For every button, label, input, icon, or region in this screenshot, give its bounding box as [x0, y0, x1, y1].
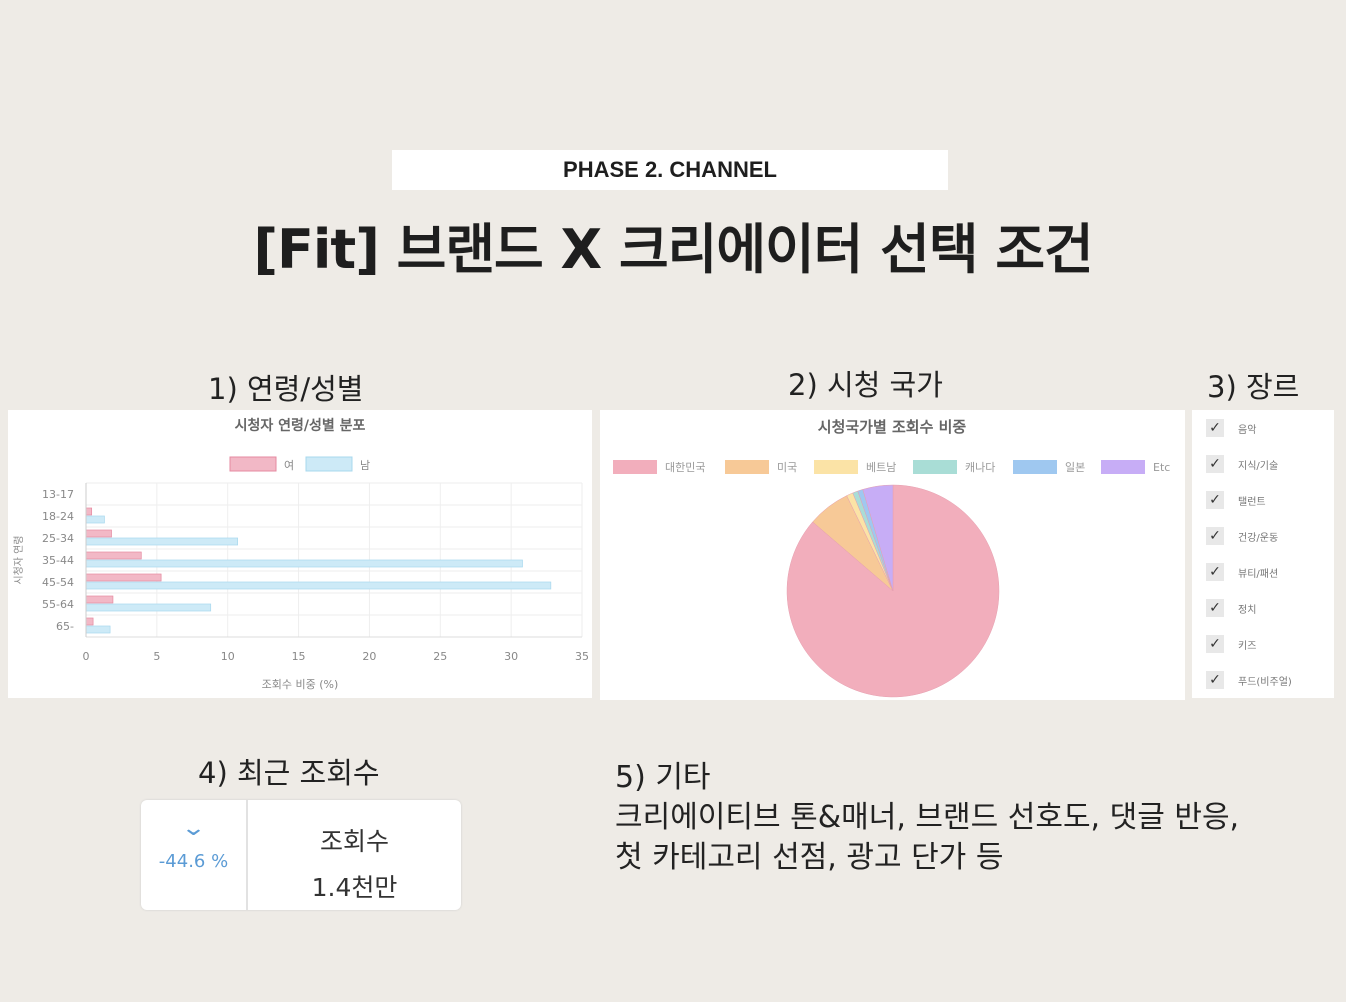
x-tick-label: 10 — [221, 650, 235, 663]
etc-heading: 5) 기타 — [615, 760, 711, 795]
legend-swatch — [229, 456, 277, 472]
genre-label: 정치 — [1238, 604, 1257, 616]
y-tick-label: 65- — [56, 620, 74, 633]
bar — [85, 617, 94, 626]
x-tick-label: 25 — [433, 650, 447, 663]
section-recent-views: 4) 최근 조회수 — [198, 756, 380, 790]
x-tick-label: 20 — [362, 650, 376, 663]
legend-label: 미국 — [777, 461, 797, 474]
legend-swatch — [305, 456, 353, 472]
genre-item[interactable]: ✓ 키즈 — [1192, 626, 1334, 662]
bar — [85, 537, 238, 546]
legend-swatch — [725, 460, 769, 474]
checkbox-checked-icon[interactable]: ✓ — [1206, 635, 1224, 653]
legend-swatch — [913, 460, 957, 474]
y-tick-label: 13-17 — [42, 488, 74, 501]
genre-item[interactable]: ✓ 지식/기술 — [1192, 446, 1334, 482]
etc-line-2: 첫 카테고리 선점, 광고 단가 등 — [615, 840, 1004, 875]
genre-item[interactable]: ✓ 푸드(비주얼) — [1192, 662, 1334, 698]
checkbox-checked-icon[interactable]: ✓ — [1206, 563, 1224, 581]
chart-title: 시청국가별 조회수 비중 — [818, 418, 967, 436]
checkbox-checked-icon[interactable]: ✓ — [1206, 491, 1224, 509]
x-tick-label: 35 — [575, 650, 589, 663]
y-axis-label: 시청자 연령 — [13, 535, 25, 584]
legend-label: 남 — [360, 459, 370, 472]
genre-label: 건강/운동 — [1238, 532, 1279, 544]
genre-label: 키즈 — [1238, 640, 1257, 652]
legend-label: 일본 — [1065, 460, 1085, 474]
y-tick-label: 45-54 — [42, 576, 74, 589]
views-change: -44.6 % — [158, 851, 229, 872]
legend-label: 캐나다 — [965, 461, 995, 474]
bar — [85, 559, 523, 568]
chart-title: 시청자 연령/성별 분포 — [235, 417, 366, 434]
x-tick-label: 15 — [292, 650, 306, 663]
genre-label: 푸드(비주얼) — [1238, 676, 1292, 688]
views-value: 1.4천만 — [311, 873, 398, 902]
genre-list: ✓ 음악 ✓ 지식/기술 ✓ 탤런트 ✓ 건강/운동 ✓ 뷰티/패션 ✓ 정치 ✓ 키즈 ✓ 푸드(비주얼) — [1192, 410, 1334, 698]
section-country: 2) 시청 국가 — [788, 368, 943, 402]
checkbox-checked-icon[interactable]: ✓ — [1206, 419, 1224, 437]
x-axis-label: 조회수 비중 (%) — [262, 678, 339, 691]
genre-label: 탤런트 — [1238, 496, 1266, 508]
legend-swatch — [1013, 460, 1057, 474]
legend-label: 대한민국 — [665, 461, 705, 474]
genre-item[interactable]: ✓ 탤런트 — [1192, 482, 1334, 518]
genre-label: 뷰티/패션 — [1238, 568, 1279, 580]
bar — [85, 551, 142, 560]
checkbox-checked-icon[interactable]: ✓ — [1206, 527, 1224, 545]
chevron-down-icon: ⌄ — [180, 816, 207, 841]
bar — [85, 603, 212, 612]
legend-swatch — [1101, 460, 1145, 474]
bar — [85, 515, 105, 524]
genre-label: 음악 — [1238, 424, 1257, 436]
x-tick-label: 30 — [504, 650, 518, 663]
y-tick-label: 18-24 — [42, 510, 74, 523]
legend-swatch — [814, 460, 858, 474]
bar — [85, 573, 162, 582]
page-title: [Fit] 브랜드 X 크리에이터 선택 조건 — [253, 218, 1093, 281]
pie-slice — [862, 484, 894, 592]
bar — [85, 581, 552, 590]
checkbox-checked-icon[interactable]: ✓ — [1206, 599, 1224, 617]
genre-item[interactable]: ✓ 건강/운동 — [1192, 518, 1334, 554]
genre-item[interactable]: ✓ 정치 — [1192, 590, 1334, 626]
views-card: ⌄ -44.6 % 조회수 1.4천만 — [141, 800, 461, 910]
legend-swatch — [613, 460, 657, 474]
etc-section: 5) 기타 크리에이티브 톤&매너, 브랜드 선호도, 댓글 반응, 첫 카테고… — [615, 758, 1239, 878]
y-tick-label: 25-34 — [42, 532, 74, 545]
genre-item[interactable]: ✓ 뷰티/패션 — [1192, 554, 1334, 590]
y-tick-label: 35-44 — [42, 554, 74, 567]
views-label: 조회수 — [319, 827, 389, 856]
section-genre: 3) 장르 — [1207, 370, 1300, 404]
phase-banner: PHASE 2. CHANNEL — [392, 150, 948, 190]
genre-label: 지식/기술 — [1238, 460, 1279, 472]
x-tick-label: 5 — [153, 650, 160, 663]
etc-line-1: 크리에이티브 톤&매너, 브랜드 선호도, 댓글 반응, — [615, 800, 1240, 835]
genre-item[interactable]: ✓ 음악 — [1192, 410, 1334, 446]
bar — [85, 507, 93, 516]
legend-label: 베트남 — [866, 461, 896, 474]
checkbox-checked-icon[interactable]: ✓ — [1206, 455, 1224, 473]
bar — [85, 529, 112, 538]
section-age-gender: 1) 연령/성별 — [208, 372, 364, 406]
x-tick-label: 0 — [83, 650, 90, 663]
y-tick-label: 55-64 — [42, 598, 74, 611]
bar — [85, 595, 114, 604]
legend-label: 여 — [284, 459, 294, 472]
legend-label: Etc — [1153, 461, 1170, 474]
bar — [85, 625, 111, 634]
checkbox-checked-icon[interactable]: ✓ — [1206, 671, 1224, 689]
